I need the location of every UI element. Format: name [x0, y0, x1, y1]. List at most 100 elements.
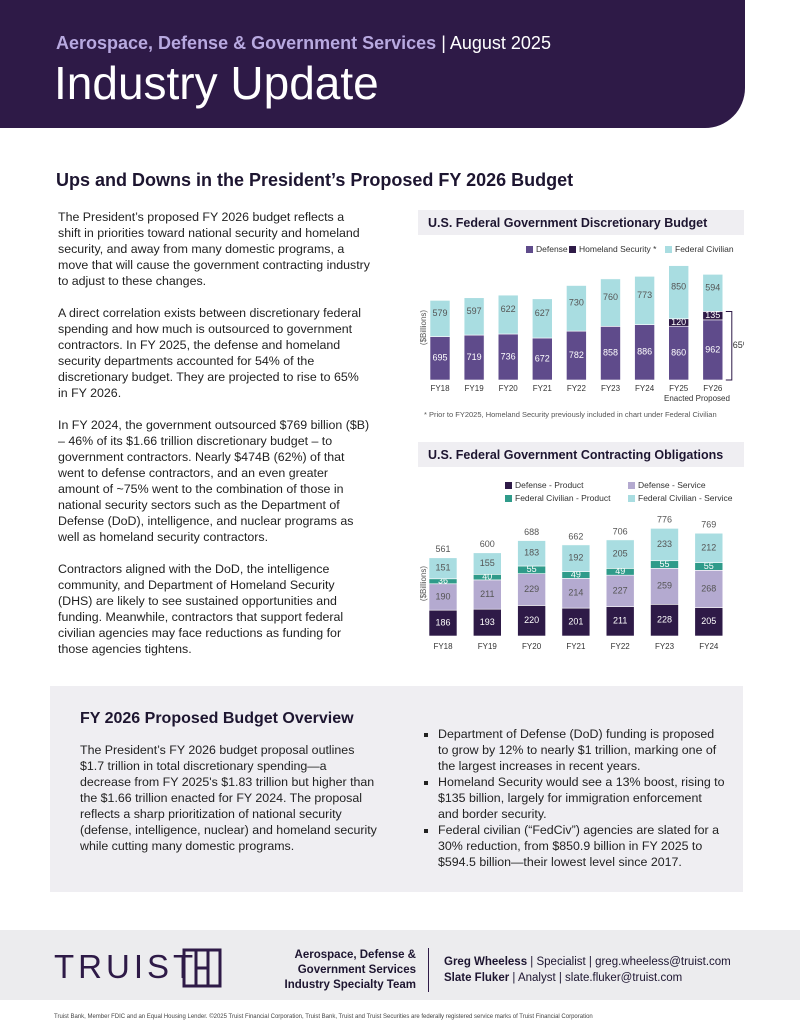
- data-label: 49: [615, 566, 625, 576]
- bar-segment: [561, 607, 591, 637]
- data-label: 36: [438, 576, 448, 586]
- data-label: 155: [480, 558, 495, 568]
- bar-segment: [694, 607, 724, 637]
- team-line: Government Services: [297, 964, 416, 976]
- legend-label: Defense: [536, 244, 568, 254]
- footer: TRUIST Aerospace, Defense & Government S…: [0, 930, 800, 1000]
- data-label: 719: [467, 352, 482, 362]
- contact-detail: | Analyst | slate.fluker@truist.com: [512, 972, 683, 984]
- x-tick-label: FY25 Enacted: [664, 384, 694, 403]
- logo-icon: [182, 948, 222, 988]
- bar-segment: [702, 274, 724, 312]
- data-label: 211: [613, 616, 627, 626]
- data-label: 40: [482, 571, 492, 581]
- data-label: 135: [705, 310, 720, 320]
- legend-swatch: [628, 481, 635, 489]
- data-label: 627: [535, 308, 550, 318]
- data-label: 201: [568, 616, 583, 626]
- total-label: 706: [613, 526, 628, 536]
- header-kicker: Aerospace, Defense & Government Services…: [56, 33, 551, 54]
- data-label: 672: [535, 353, 550, 363]
- bar-segment: [472, 552, 502, 575]
- plot: ($Billions) 186 190 36 151 561 193 211 40 155 600 2…: [419, 515, 724, 637]
- bar-segment: [429, 300, 451, 337]
- data-label: 193: [480, 617, 495, 627]
- contacts: Greg Wheeless | Specialist | greg.wheele…: [444, 954, 731, 986]
- bar-segment: [497, 294, 519, 335]
- bar-segment: [634, 276, 655, 325]
- x-tick-label: FY21: [532, 384, 552, 393]
- bar-segment: [668, 265, 689, 320]
- x-tick-label: FY26 Proposed: [695, 384, 730, 403]
- bar-segment: [517, 573, 546, 606]
- data-label: 760: [603, 292, 618, 302]
- header-title: Industry Update: [54, 57, 379, 109]
- data-label: 229: [524, 584, 539, 594]
- x-tick-label: FY18: [433, 642, 453, 651]
- y-axis-label: ($Billions): [419, 566, 428, 601]
- total-label: 561: [435, 544, 450, 554]
- paragraph: The President’s proposed FY 2026 budget …: [58, 210, 370, 288]
- bullet-list: Department of Defense (DoD) funding is p…: [420, 726, 725, 870]
- legend-swatch: [569, 245, 576, 253]
- legend-swatch: [665, 245, 672, 253]
- section-heading: Ups and Downs in the President’s Propose…: [56, 170, 574, 190]
- logo: TRUIST: [54, 948, 198, 985]
- legend-item: Homeland Security *: [569, 244, 656, 254]
- paragraph: In FY 2024, the government outsourced $7…: [58, 418, 370, 544]
- x-tick-label: FY23: [654, 642, 675, 651]
- legend-label: Defense - Product: [515, 480, 584, 490]
- overview-box: FY 2026 Proposed Budget Overview The Pre…: [50, 686, 743, 892]
- legend-item: Federal Civilian: [665, 244, 734, 254]
- contact-name: Slate Fluker: [444, 972, 510, 984]
- data-label: 192: [568, 553, 583, 563]
- bar-segment: [532, 298, 553, 339]
- legend-item: Federal Civilian - Product: [505, 493, 610, 503]
- data-label: 259: [657, 581, 672, 591]
- bullet: Department of Defense (DoD) funding is p…: [438, 726, 725, 774]
- x-tick-label: FY24: [635, 384, 655, 393]
- legend-item: Defense - Product: [505, 480, 584, 490]
- legend-label: Defense - Service: [638, 480, 706, 490]
- bullet: Federal civilian (“FedCiv”) agencies are…: [438, 822, 725, 870]
- x-tick-label: FY24: [699, 642, 719, 651]
- data-label: 186: [435, 617, 450, 627]
- legend-item: Defense: [526, 244, 568, 254]
- x-tick-label: FY18: [430, 384, 450, 393]
- chart: U.S. Federal Government Contracting Obli…: [418, 442, 744, 657]
- data-label: 622: [501, 304, 516, 314]
- data-label: 233: [657, 539, 672, 549]
- data-label: 211: [480, 589, 494, 599]
- bullet: Homeland Security would see a 13% boost,…: [438, 774, 725, 822]
- data-label: 183: [524, 548, 539, 558]
- data-label: 55: [704, 561, 714, 571]
- x-tick-label: FY19: [464, 384, 484, 393]
- bar-segment: [561, 544, 591, 572]
- data-label: 579: [432, 308, 447, 318]
- data-label: 190: [435, 591, 450, 601]
- data-label: 730: [569, 298, 584, 308]
- contact-detail: | Specialist | greg.wheeless@truist.com: [530, 956, 731, 968]
- header-band: [0, 0, 745, 128]
- x-tick-label: FY20: [498, 384, 518, 393]
- date: | August 2025: [441, 33, 551, 53]
- data-label: 214: [568, 588, 583, 598]
- total-label: 769: [701, 520, 716, 530]
- bar-segment: [650, 604, 679, 637]
- divider: [428, 948, 429, 992]
- chart-title: U.S. Federal Government Discretionary Bu…: [418, 210, 744, 235]
- total-label: 776: [657, 515, 672, 525]
- chart-title: U.S. Federal Government Contracting Obli…: [418, 442, 744, 467]
- overview-title: FY 2026 Proposed Budget Overview: [80, 710, 354, 727]
- data-label: 205: [613, 549, 628, 559]
- y-axis-label: ($Billions): [419, 310, 428, 345]
- x-tick-label: FY23: [600, 384, 621, 393]
- x-tick-label: FY22: [610, 642, 630, 651]
- legend-swatch: [628, 494, 635, 502]
- data-label: 782: [569, 350, 584, 360]
- bar-segment: [517, 605, 546, 637]
- data-label: 858: [603, 348, 618, 358]
- bar-segment: [650, 528, 679, 562]
- data-label: 850: [671, 282, 686, 292]
- disclaimer: Truist Bank, Member FDIC and an Equal Ho…: [54, 1014, 593, 1020]
